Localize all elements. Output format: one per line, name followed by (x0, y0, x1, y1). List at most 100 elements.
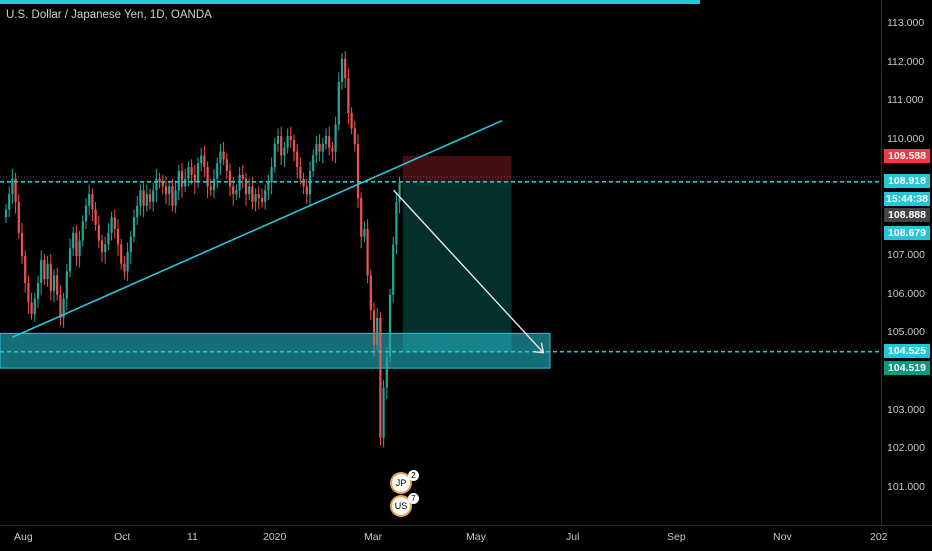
price-tick-label: 102.000 (887, 442, 925, 455)
candle-body (318, 143, 321, 152)
candle-body (388, 294, 392, 357)
candle-body (177, 170, 180, 191)
candle-body (315, 143, 318, 156)
candle-body (209, 186, 212, 191)
price-tick-label: 113.000 (887, 17, 925, 29)
japan-flag-icon[interactable]: JP (392, 474, 410, 492)
candle-body (132, 217, 136, 237)
candle-body (280, 136, 283, 156)
candle-body (334, 124, 337, 152)
candle-body (46, 263, 49, 280)
candle-body (33, 298, 36, 315)
candle-body (286, 136, 289, 148)
candle-body (337, 82, 340, 125)
candle-body (72, 232, 75, 249)
candle-body (145, 194, 148, 206)
candle-body (260, 198, 264, 202)
candle-body (241, 174, 244, 179)
candle-body (257, 194, 260, 199)
candle-body (328, 136, 331, 148)
candle-body (347, 78, 350, 113)
price-badge-countdown: 15:44:38 (884, 192, 930, 206)
time-scale[interactable] (0, 525, 932, 551)
candle-body (49, 263, 52, 291)
candle-body (97, 225, 100, 241)
time-tick-label: Jul (566, 531, 580, 543)
candle-body (289, 136, 292, 141)
candle-body (340, 58, 344, 83)
drawing-lines[interactable] (0, 119, 881, 354)
candle-body (267, 182, 270, 191)
candle-body (219, 151, 222, 164)
candle-body (398, 182, 401, 202)
price-badge-line: 104.525 (884, 344, 930, 358)
candle-body (20, 232, 24, 257)
candle-body (376, 317, 379, 345)
candle-body (356, 143, 360, 199)
chart-plot[interactable] (0, 0, 881, 525)
us-flag-icon[interactable]: US (392, 497, 410, 515)
candle-body (168, 186, 171, 195)
price-badge-entry: 108.918 (884, 174, 930, 188)
candle-body (385, 356, 388, 388)
price-scale[interactable] (881, 0, 932, 525)
candle-body (104, 244, 107, 253)
candle-body (123, 263, 126, 272)
take-profit-zone (402, 181, 512, 352)
candle-body (283, 147, 286, 156)
candle-body (222, 151, 225, 160)
candle-body (75, 232, 78, 257)
candle-body (17, 201, 20, 233)
price-tick-label: 101.000 (887, 481, 925, 494)
candle-body (363, 228, 366, 237)
candle-body (88, 194, 91, 206)
candle-body (113, 217, 116, 229)
candle-body (110, 217, 113, 233)
candle-body (369, 275, 372, 311)
candle-body (65, 271, 68, 299)
candle-body (305, 186, 308, 195)
candle-body (116, 228, 120, 245)
candle-body (148, 194, 152, 202)
time-tick-label: May (466, 531, 486, 543)
candle-body (161, 182, 164, 187)
candle-body (142, 190, 145, 206)
candle-body (251, 186, 254, 202)
candle-body (24, 256, 27, 284)
price-badge-line: 108.679 (884, 226, 930, 240)
candle-body (164, 186, 168, 195)
candle-body (14, 178, 17, 202)
candle-body (193, 174, 196, 183)
candle-body (129, 236, 132, 253)
candle-body (126, 252, 129, 272)
candle-body (52, 275, 56, 291)
candle-body (248, 186, 251, 195)
candle-body (276, 136, 280, 144)
chart-title: U.S. Dollar / Japanese Yen, 1D, OANDA (6, 9, 212, 21)
candle-body (382, 387, 385, 438)
candle-body (216, 163, 219, 179)
candle-body (331, 147, 334, 152)
candle-body (392, 244, 395, 295)
candle-body (190, 167, 193, 175)
candle-body (212, 178, 216, 191)
price-badge-target: 104.519 (884, 361, 930, 375)
time-tick-label: Mar (364, 531, 383, 543)
price-badge-last-price: 108.888 (884, 208, 930, 222)
top-banner-bar (0, 0, 700, 4)
price-badge-stop: 109.588 (884, 149, 930, 163)
time-tick-label: Nov (773, 531, 792, 543)
drawing-zones[interactable] (0, 155, 551, 369)
projection-arrow-line (393, 189, 544, 354)
time-tick-label: 11 (187, 531, 198, 543)
stop-loss-zone (402, 155, 512, 182)
candle-body (180, 170, 184, 187)
candle-body (68, 248, 72, 272)
price-tick-label: 106.000 (887, 287, 925, 300)
candle-body (254, 194, 257, 202)
candle-body (270, 167, 273, 183)
candle-body (4, 209, 8, 218)
time-tick-label: 2020 (263, 531, 287, 543)
candle-body (27, 283, 30, 303)
